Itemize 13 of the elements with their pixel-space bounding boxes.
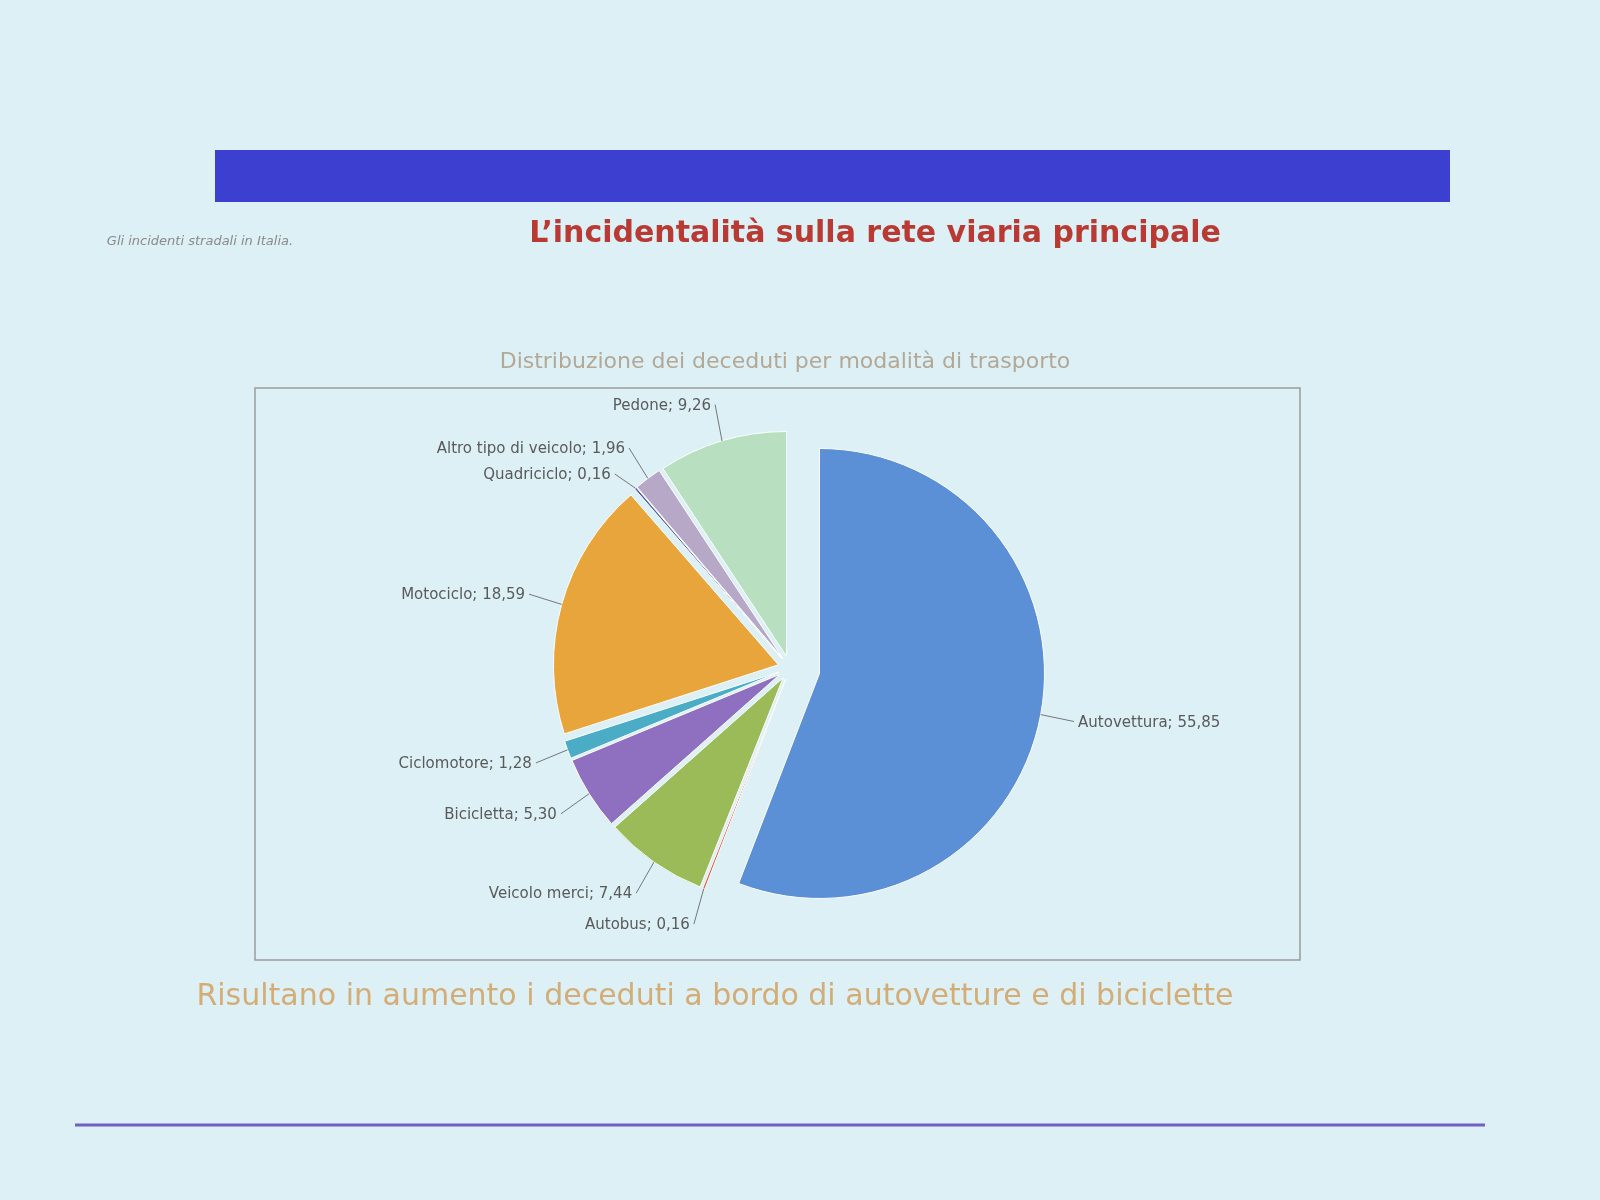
slice-label: Pedone; 9,26	[612, 395, 712, 414]
slice-label: Ciclomotore; 1,28	[398, 754, 532, 773]
slice-label: Veicolo merci; 7,44	[488, 884, 633, 903]
slice-label: Bicicletta; 5,30	[444, 805, 557, 824]
slice-label: Altro tipo di veicolo; 1,96	[436, 439, 626, 458]
slice-label: Quadriciclo; 0,16	[483, 465, 611, 484]
slice-label: Autovettura; 55,85	[1078, 712, 1221, 731]
slice-label: Motociclo; 18,59	[401, 585, 526, 604]
text: Risultano in aumento i deceduti a bordo di autovetture e di biciclette	[196, 977, 1234, 1012]
text: Gli incidenti stradali in Italia.	[106, 233, 294, 248]
chart-subtitle: Distribuzione dei deceduti per modalità di trasporto	[499, 348, 1071, 373]
chart-title: L’incidentalità sulla rete viaria principale	[529, 214, 1221, 249]
slice-label: Autobus; 0,16	[585, 915, 690, 934]
